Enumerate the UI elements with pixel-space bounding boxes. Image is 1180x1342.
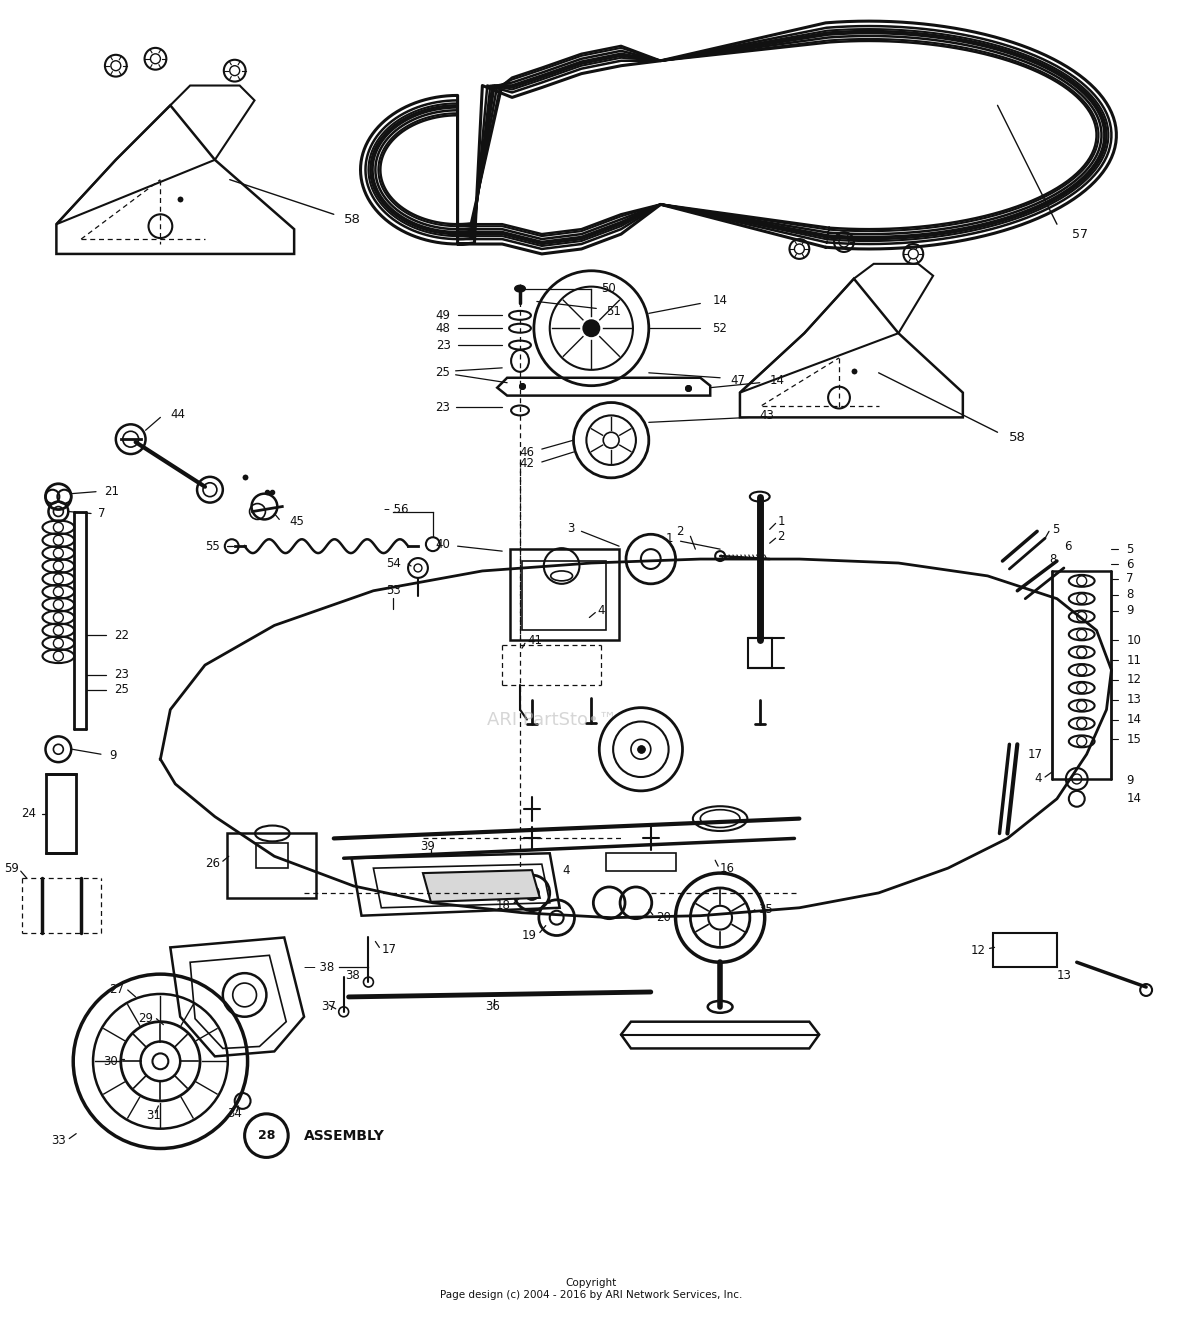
Text: 17: 17 (1028, 747, 1042, 761)
Text: 29: 29 (138, 1012, 153, 1025)
Text: 24: 24 (21, 807, 37, 820)
Bar (46, 774, 77, 854)
Text: 58: 58 (343, 213, 361, 225)
Text: 25: 25 (113, 683, 129, 696)
Text: 44: 44 (170, 408, 185, 421)
Text: 57: 57 (1071, 228, 1088, 240)
Bar (748, 639, 772, 668)
Bar (992, 933, 1057, 968)
Text: 37: 37 (321, 1000, 336, 1013)
Text: 23: 23 (434, 401, 450, 413)
Text: 7: 7 (98, 507, 105, 519)
Text: 12: 12 (971, 943, 985, 957)
Bar (227, 833, 316, 898)
Text: 54: 54 (386, 557, 401, 569)
Text: 28: 28 (257, 1129, 275, 1142)
Text: 30: 30 (103, 1055, 118, 1068)
Text: 5: 5 (1126, 542, 1134, 556)
Bar (510, 549, 620, 640)
Text: 14: 14 (1126, 713, 1141, 726)
Text: 5: 5 (1053, 523, 1060, 535)
Text: 35: 35 (758, 903, 773, 917)
Text: 47: 47 (730, 374, 745, 388)
Text: 19: 19 (522, 929, 537, 942)
Text: 22: 22 (113, 629, 129, 641)
Text: ARI PartSto•™: ARI PartSto•™ (487, 710, 617, 729)
Text: 9: 9 (109, 749, 117, 762)
Text: 9: 9 (1126, 774, 1134, 788)
Text: Copyright
Page design (c) 2004 - 2016 by ARI Network Services, Inc.: Copyright Page design (c) 2004 - 2016 by… (440, 1279, 742, 1300)
Text: 59: 59 (4, 862, 19, 875)
Text: 40: 40 (435, 538, 451, 550)
Text: ASSEMBLY: ASSEMBLY (304, 1129, 385, 1142)
Text: 25: 25 (434, 366, 450, 380)
Text: 18: 18 (496, 899, 510, 913)
Text: 46: 46 (520, 446, 535, 459)
Text: 33: 33 (52, 1134, 66, 1147)
Text: 15: 15 (1126, 733, 1141, 746)
Text: 12: 12 (1126, 674, 1141, 686)
Text: 39: 39 (420, 840, 435, 854)
Text: 7: 7 (1126, 573, 1134, 585)
Text: 53: 53 (386, 584, 400, 597)
Text: 55: 55 (205, 539, 219, 553)
Bar (522, 561, 607, 631)
Text: 1: 1 (778, 515, 785, 527)
Text: 23: 23 (113, 668, 129, 682)
Ellipse shape (514, 286, 525, 291)
Text: 26: 26 (205, 856, 219, 870)
Text: 42: 42 (520, 458, 535, 471)
Circle shape (583, 321, 599, 336)
Text: 14: 14 (713, 294, 727, 307)
Text: 14: 14 (1126, 792, 1141, 805)
Text: — 38: — 38 (303, 961, 334, 974)
Text: 45: 45 (289, 515, 304, 527)
Text: 34: 34 (228, 1107, 242, 1121)
Text: 58: 58 (1009, 431, 1027, 444)
Text: 23: 23 (435, 338, 451, 352)
Text: 31: 31 (146, 1110, 160, 1122)
Polygon shape (362, 23, 1114, 252)
Text: 41: 41 (527, 633, 542, 647)
Text: 50: 50 (602, 282, 616, 295)
Text: 36: 36 (485, 1000, 499, 1013)
Text: 48: 48 (435, 322, 451, 334)
Text: 6: 6 (1126, 557, 1134, 570)
Text: 3: 3 (568, 522, 575, 535)
Text: 9: 9 (1126, 604, 1134, 617)
Text: 14: 14 (769, 374, 785, 388)
Text: 13: 13 (1126, 694, 1141, 706)
Text: 1: 1 (666, 531, 674, 545)
Text: 13: 13 (1057, 969, 1071, 981)
Text: 2: 2 (676, 525, 683, 538)
Text: 4: 4 (563, 864, 570, 876)
Text: 51: 51 (607, 305, 621, 318)
Text: 27: 27 (109, 982, 124, 996)
Text: 38: 38 (345, 969, 360, 981)
Text: 10: 10 (1126, 633, 1141, 647)
Polygon shape (422, 870, 539, 902)
Text: 16: 16 (720, 862, 735, 875)
Text: 43: 43 (760, 409, 774, 421)
Bar (607, 854, 675, 871)
Text: 8: 8 (1049, 553, 1056, 565)
Text: 17: 17 (381, 943, 396, 956)
Text: – 56: – 56 (384, 503, 408, 517)
Text: 21: 21 (104, 486, 119, 498)
Text: 52: 52 (713, 322, 727, 334)
Text: 20: 20 (656, 911, 670, 925)
Text: 8: 8 (1126, 588, 1134, 601)
Text: 2: 2 (778, 530, 785, 542)
Text: 4: 4 (1035, 773, 1042, 785)
Text: 49: 49 (435, 309, 451, 322)
Bar (256, 843, 288, 868)
Text: 6: 6 (1064, 539, 1071, 553)
Text: 4: 4 (597, 604, 605, 617)
Text: 11: 11 (1126, 654, 1141, 667)
